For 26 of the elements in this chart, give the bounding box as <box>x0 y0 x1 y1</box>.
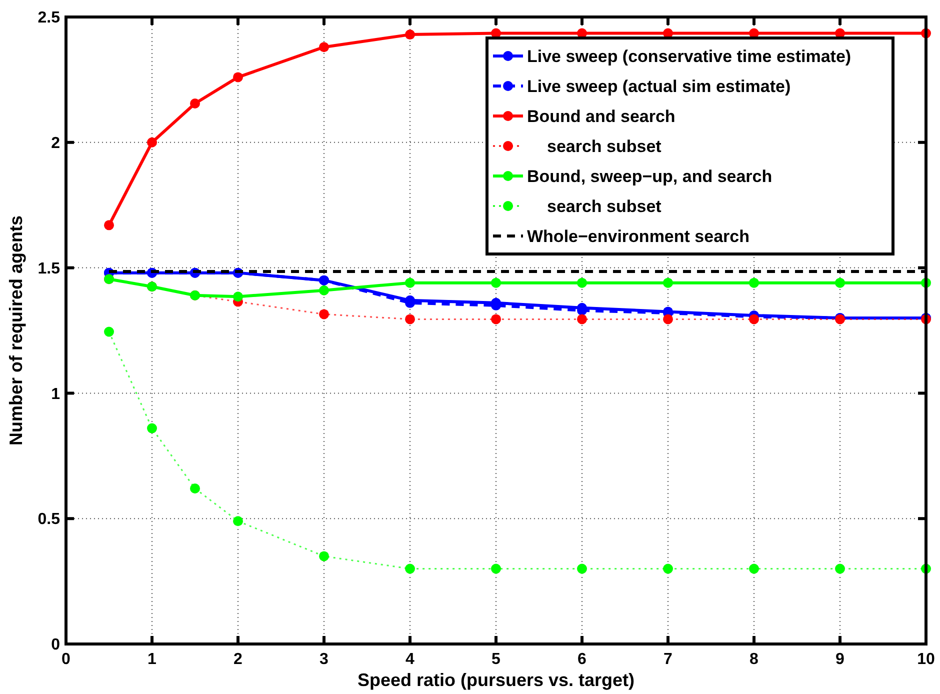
x-tick-label: 1 <box>148 651 157 668</box>
y-tick-label: 0 <box>51 636 60 654</box>
legend-label: Live sweep (conservative time estimate) <box>527 46 852 66</box>
x-tick-label: 4 <box>406 651 415 668</box>
y-tick-label: 0.5 <box>38 511 60 528</box>
x-tick-label: 8 <box>750 651 759 668</box>
x-tick-label: 10 <box>917 651 935 668</box>
x-tick-label: 6 <box>578 651 587 668</box>
legend-label: search subset <box>547 136 662 156</box>
legend-label: search subset <box>547 196 662 216</box>
y-tick-label: 2 <box>51 135 60 152</box>
x-tick-label: 2 <box>234 651 243 668</box>
y-tick-label: 1.5 <box>38 260 60 278</box>
y-tick-label: 2.5 <box>38 10 60 27</box>
y-tick-label: 1 <box>51 386 60 403</box>
x-tick-label: 5 <box>492 651 501 668</box>
y-axis-title: Number of required agents <box>6 215 26 446</box>
x-tick-label: 9 <box>836 651 845 668</box>
x-tick-label: 3 <box>320 651 329 668</box>
legend-label: Live sweep (actual sim estimate) <box>527 76 791 96</box>
legend-label: Bound and search <box>527 106 676 126</box>
x-axis-title: Speed ratio (pursuers vs. target) <box>357 670 635 690</box>
legend-label: Bound, sweep−up, and search <box>527 166 772 186</box>
legend-label: Whole−environment search <box>527 226 750 246</box>
x-tick-label: 0 <box>62 651 71 668</box>
x-tick-label: 7 <box>664 651 673 668</box>
